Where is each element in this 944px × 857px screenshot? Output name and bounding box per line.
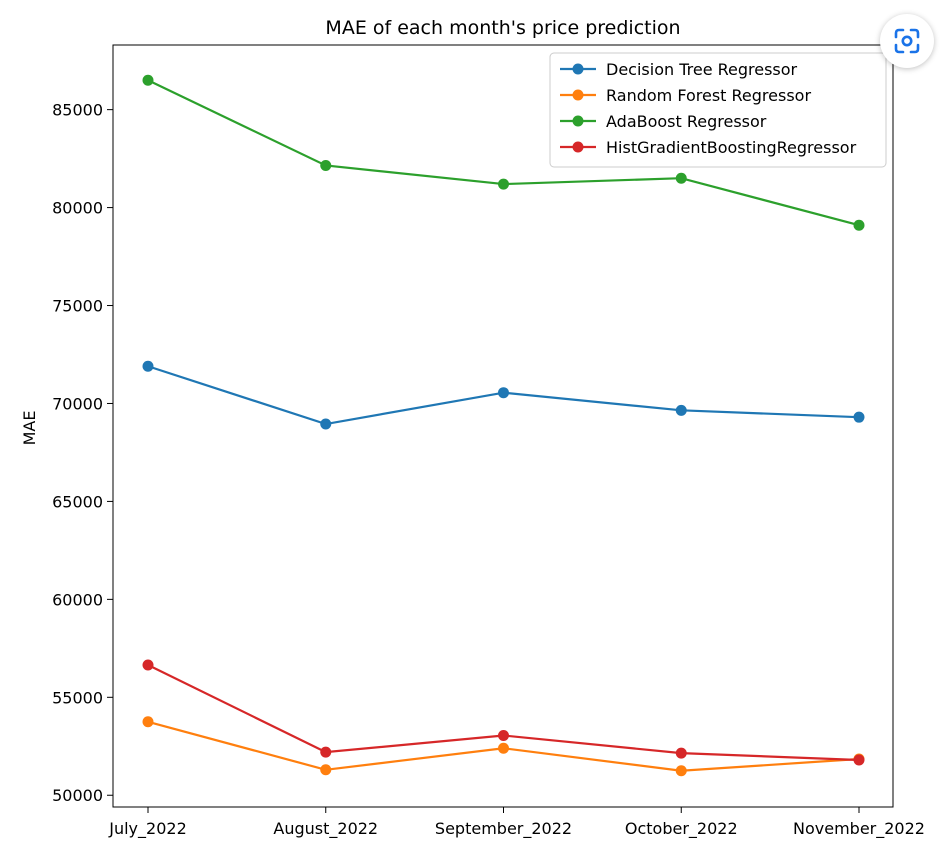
y-axis-label: MAE xyxy=(20,411,39,446)
data-point xyxy=(142,659,154,671)
chart-title: MAE of each month's price prediction xyxy=(325,17,680,39)
data-point xyxy=(498,178,509,190)
series-3 xyxy=(142,659,865,766)
data-point xyxy=(142,716,154,728)
series-2 xyxy=(142,74,865,231)
data-point xyxy=(320,746,332,758)
y-tick-label: 50000 xyxy=(52,786,103,805)
data-point xyxy=(320,418,332,430)
y-tick-label: 80000 xyxy=(52,199,103,218)
data-point xyxy=(853,411,865,423)
legend: Decision Tree Regressor Random Forest Reg… xyxy=(549,52,887,168)
y-tick-label: 65000 xyxy=(52,492,103,511)
data-point xyxy=(853,754,865,766)
legend-box xyxy=(549,52,887,168)
series-layer xyxy=(142,74,865,777)
legend-label: HistGradientBoostingRegressor xyxy=(606,138,857,157)
data-point xyxy=(675,747,687,759)
data-point xyxy=(498,730,509,742)
data-point xyxy=(675,172,687,184)
legend-marker xyxy=(572,89,584,101)
x-axis: July_2022 August_2022 September_2022 Octobe… xyxy=(108,807,925,839)
data-point xyxy=(320,159,332,171)
legend-marker xyxy=(572,63,584,75)
legend-label: Random Forest Regressor xyxy=(606,86,811,105)
data-point xyxy=(498,387,509,399)
data-point xyxy=(675,765,687,777)
y-axis: 50000 55000 60000 65000 70000 75000 80000 85000 xyxy=(52,101,113,805)
y-tick-label: 85000 xyxy=(52,101,103,120)
legend-marker xyxy=(572,115,584,127)
visual-search-button[interactable] xyxy=(880,14,934,68)
legend-marker xyxy=(572,141,584,153)
series-0 xyxy=(142,360,865,430)
y-tick-label: 75000 xyxy=(52,297,103,316)
x-tick-label: July_2022 xyxy=(108,819,187,839)
y-tick-label: 70000 xyxy=(52,394,103,413)
legend-label: Decision Tree Regressor xyxy=(606,60,798,79)
data-point xyxy=(675,404,687,416)
y-tick-label: 60000 xyxy=(52,590,103,609)
data-point xyxy=(498,742,509,754)
series-1 xyxy=(142,716,865,777)
data-point xyxy=(853,219,865,231)
legend-label: AdaBoost Regressor xyxy=(606,112,767,131)
plot-area-frame xyxy=(112,44,894,808)
data-point xyxy=(320,764,332,776)
y-tick-label: 55000 xyxy=(52,688,103,707)
visual-search-icon xyxy=(894,28,920,54)
x-tick-label: October_2022 xyxy=(625,819,738,839)
data-point xyxy=(142,74,154,86)
data-point xyxy=(142,360,154,372)
x-tick-label: November_2022 xyxy=(793,819,925,839)
x-tick-label: September_2022 xyxy=(435,819,572,839)
x-tick-label: August_2022 xyxy=(273,819,378,839)
